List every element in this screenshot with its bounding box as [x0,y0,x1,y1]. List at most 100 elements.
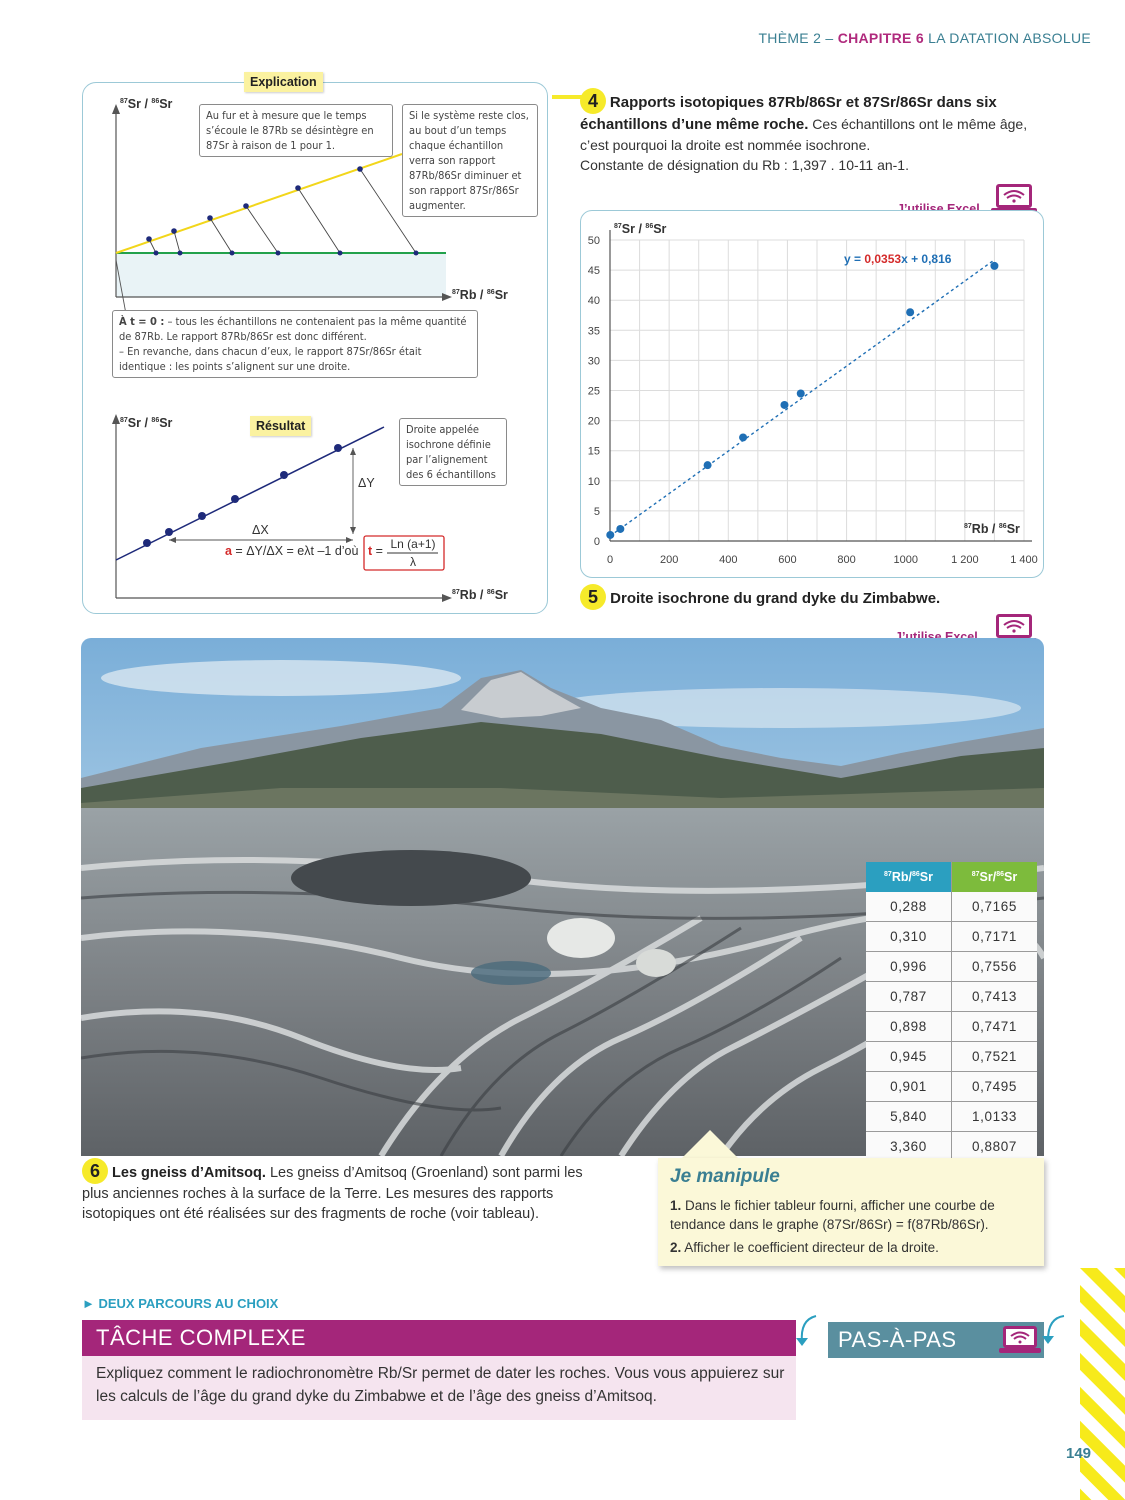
manipule-pointer [680,1130,740,1160]
table-header-sr: 87Sr/86Sr [951,862,1037,892]
tache-complexe-header[interactable] [82,1320,796,1356]
doc4-title: Rapports isotopiques 87Rb/86Sr et 87Sr/8… [580,94,997,133]
delta-x-label: ΔX [252,523,269,537]
x-axis-bottom-arrow [442,594,452,602]
rb-sr-value: 0,945 [866,1041,952,1072]
laptop-wifi-icon[interactable] [998,1324,1042,1356]
y-axis-bottom-arrow [112,414,120,424]
doc4-caption: 4 Rapports isotopiques 87Rb/86Sr et 87Sr… [580,88,1050,175]
y-tick-label: 20 [588,416,600,428]
table-row: 0,996 0,7556 [866,951,1037,982]
header-theme: THÈME 2 – [758,30,834,46]
data-point [606,530,615,539]
x-tick-label: 200 [660,554,678,566]
x-tick-label: 600 [778,554,796,566]
table-row: 0,945 0,7521 [866,1041,1037,1072]
age-formula: t = [368,544,383,558]
result-points [143,444,342,547]
rb-sr-value: 0,996 [866,951,952,982]
y-tick-label: 5 [594,506,600,518]
je-manipule-title: Je manipule [670,1166,780,1187]
y-tick-label: 30 [588,355,600,367]
pas-a-pas-label[interactable]: PAS-À-PAS [838,1327,957,1352]
rb-sr-value: 5,840 [866,1101,952,1132]
sr-sr-value: 0,7495 [951,1071,1037,1102]
doc4-number: 4 [580,88,606,114]
resultat-tag: Résultat [250,416,312,436]
running-header: THÈME 2 – CHAPITRE 6 LA DATATION ABSOLUE [758,30,1091,46]
rb-sr-value: 3,360 [866,1131,952,1162]
table-header-rb: 87Rb/86Sr [866,862,952,892]
note-isochron: Droite appelée isochrone définie par l’a… [399,418,507,486]
x-tick-label: 1 400 [1010,554,1038,566]
x-axis-arrow [442,293,452,301]
sr-sr-value: 0,7413 [951,981,1037,1012]
tache-complexe-title[interactable]: TÂCHE COMPLEXE [96,1325,306,1350]
manipule-step-1: 1. Dans le fichier tableur fourni, affic… [670,1198,995,1232]
doc6-number: 6 [82,1158,108,1184]
yellow-line-points [146,166,363,242]
manipule-step-2: 2. Afficher le coefficient directeur de … [670,1240,939,1255]
doc4-constant: Constante de désignation du Rb : 1,397 .… [580,157,909,173]
y-tick-label: 40 [588,295,600,307]
data-point [703,461,712,470]
data-point [796,389,805,398]
rb-sr-value: 0,901 [866,1071,952,1102]
rb-sr-value: 0,288 [866,892,952,922]
y-tick-label: 15 [588,446,600,458]
decay-arrows [148,168,417,254]
bottom-x-axis-label: 87Rb / 86Sr [452,588,508,602]
note-t0: À t = 0 : – tous les échantillons ne con… [112,310,478,378]
shaded-area [116,253,446,297]
table-row: 0,901 0,7495 [866,1071,1037,1102]
x-tick-label: 1000 [893,554,917,566]
hatch-margin-decoration [1080,1268,1125,1500]
doc4-connector [552,95,582,99]
x-tick-label: 1 200 [951,554,979,566]
bottom-y-axis-label: 87Sr / 86Sr [120,416,173,430]
sr-sr-value: 1,0133 [951,1101,1037,1132]
y-tick-label: 0 [594,536,600,548]
explication-tag: Explication [244,72,323,92]
isochron-chart: 0 5 10 15 20 25 30 35 40 45 50 0 200 400 600 800 1000 1 2… [588,230,1038,566]
y-tick-label: 25 [588,386,600,398]
trendline [609,259,995,537]
note-decay: Au fur et à mesure que le temps s’écoule… [199,104,393,157]
table-row: 5,840 1,0133 [866,1101,1037,1132]
y-tick-label: 50 [588,235,600,247]
rb-sr-value: 0,898 [866,1011,952,1042]
top-x-axis-label: 87Rb / 86Sr [452,288,508,302]
sr-sr-value: 0,7471 [951,1011,1037,1042]
y-tick-label: 10 [588,476,600,488]
table-row: 0,288 0,7165 [866,892,1037,922]
chart-x-label: 87Rb / 86Sr [964,522,1020,536]
doc5-number: 5 [580,584,606,610]
data-point [739,433,748,442]
doc6-text: Les gneiss d’Amitsoq (Groenland) sont pa… [82,1165,583,1222]
delta-y-label: ΔY [358,476,375,490]
data-point [616,524,625,533]
trend-equation: y = 0,0353x + 0,816 [844,252,952,266]
parcours-heading: ► DEUX PARCOURS AU CHOIX [82,1296,279,1311]
fraction-denominator: λ [410,555,416,569]
sr-sr-value: 0,7556 [951,951,1037,982]
isotope-table: 87Rb/86Sr 87Sr/86Sr 0,288 0,7165 0,310 0,71… [866,862,1037,1162]
note-closed-system: Si le système reste clos, au bout d’un t… [402,104,538,217]
doc4-text: Ces échantillons ont le même âge, c’est … [580,116,1028,153]
doc5-title: Droite isochrone du grand dyke du Zimbab… [610,590,941,607]
y-tick-label: 35 [588,325,600,337]
laptop-wifi-icon[interactable] [990,612,1038,646]
sr-sr-value: 0,8807 [951,1131,1037,1162]
x-tick-label: 400 [719,554,737,566]
isochron-chart-frame [580,210,1044,578]
green-line-points [153,250,419,256]
header-chapter: CHAPITRE 6 [837,30,924,46]
table-row: 3,360 0,8807 [866,1131,1037,1162]
rb-sr-value: 0,787 [866,981,952,1012]
explanation-diagram [112,104,452,602]
rb-sr-value: 0,310 [866,921,952,952]
x-tick-label: 0 [607,554,613,566]
sr-sr-value: 0,7171 [951,921,1037,952]
curved-arrow-icon [1042,1315,1065,1344]
page-number: 149 [1066,1445,1092,1462]
